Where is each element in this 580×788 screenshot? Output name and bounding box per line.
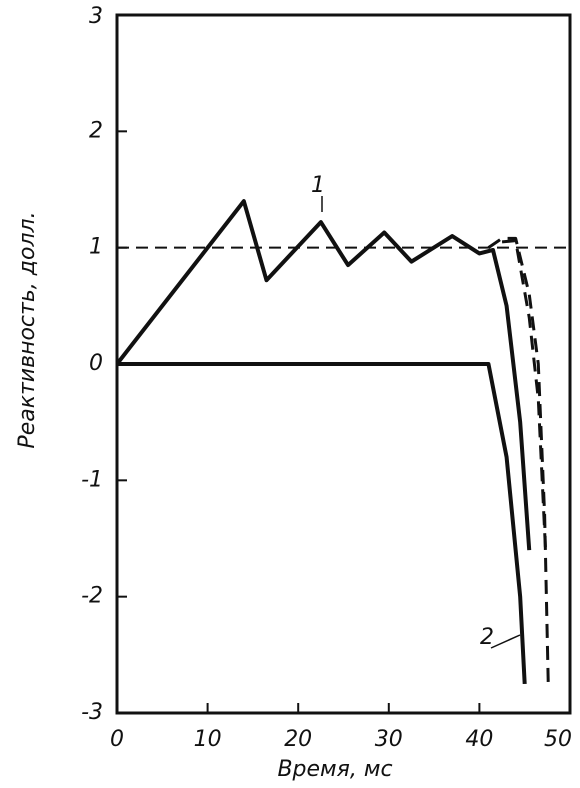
y-tick-label: 0 <box>89 351 103 376</box>
x-tick-label: 20 <box>284 727 312 752</box>
y-tick-label: -1 <box>81 467 103 492</box>
series-line <box>115 199 532 551</box>
x-tick-label: 50 <box>544 727 572 752</box>
x-tick-label: 0 <box>110 727 124 752</box>
y-tick-label: 1 <box>89 235 103 260</box>
annotation-leader <box>490 634 521 649</box>
annotation: 1 <box>311 173 325 198</box>
series-line <box>487 236 550 684</box>
series-line <box>117 362 527 685</box>
series-line <box>501 239 548 551</box>
x-tick-label: 10 <box>194 727 222 752</box>
y-tick-label: -2 <box>81 584 103 609</box>
y-tick-label: -3 <box>81 700 103 725</box>
x-tick-label: 40 <box>465 727 493 752</box>
x-axis-title: Время, мс <box>277 757 392 782</box>
y-tick-label: 2 <box>89 118 103 143</box>
x-tick-label: 30 <box>375 727 403 752</box>
y-axis-title: Реактивность, долл. <box>15 211 40 448</box>
annotation: 2 <box>480 625 494 650</box>
y-tick-label: 3 <box>89 4 103 29</box>
